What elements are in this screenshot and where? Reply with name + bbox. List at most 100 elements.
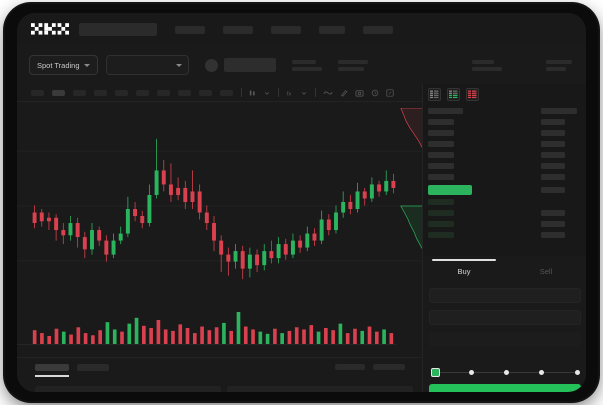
- ob-ask-row-2[interactable]: [428, 130, 454, 136]
- slider-mark-100[interactable]: [575, 369, 580, 375]
- stat-1: [291, 59, 322, 71]
- nav-item-5[interactable]: [363, 25, 393, 34]
- ob-ask-row-6[interactable]: [428, 174, 454, 180]
- price-chart-panel[interactable]: [17, 101, 445, 357]
- slider-handle[interactable]: [431, 368, 440, 377]
- top-navigation-bar: [17, 13, 586, 46]
- nav-item-3[interactable]: [271, 25, 301, 34]
- chevron-down-icon[interactable]: [264, 90, 270, 96]
- ob-bid-qty-2[interactable]: [541, 210, 565, 216]
- ob-mode-asks[interactable]: [466, 88, 479, 101]
- bp-right-tab-1[interactable]: [335, 364, 365, 370]
- stat-2: [337, 59, 368, 71]
- ob-ask-row-3[interactable]: [428, 141, 454, 147]
- search-input[interactable]: [79, 23, 157, 36]
- total-field[interactable]: [429, 332, 581, 347]
- okx-logo[interactable]: [31, 23, 69, 36]
- bp-tab-open-orders[interactable]: [35, 364, 69, 371]
- bp-block-right: [227, 386, 413, 392]
- bp-right-tab-2[interactable]: [373, 364, 405, 370]
- chart-toolbar: fx: [17, 84, 422, 101]
- nav-item-2[interactable]: [223, 25, 253, 34]
- trading-app: Spot Trading: [17, 13, 586, 392]
- indicators-icon[interactable]: fx: [286, 89, 294, 97]
- tf-1w[interactable]: [157, 89, 170, 96]
- stat-4: [545, 59, 572, 71]
- chevron-down-icon: [175, 63, 182, 67]
- ob-ask-qty-4[interactable]: [541, 152, 565, 158]
- slider-mark-25[interactable]: [469, 369, 474, 375]
- submit-buy-button[interactable]: [429, 384, 581, 392]
- toolbar-divider: [315, 88, 316, 97]
- device-frame: Spot Trading: [5, 4, 598, 401]
- slider-mark-50[interactable]: [504, 369, 509, 375]
- toolbar-divider: [241, 88, 242, 97]
- market-type-label: Spot Trading: [37, 60, 80, 70]
- tab-sell[interactable]: Sell: [539, 267, 553, 276]
- tf-4h[interactable]: [115, 89, 128, 96]
- amount-slider[interactable]: [431, 368, 581, 377]
- toolbar-divider: [278, 88, 279, 97]
- ob-ask-qty-5[interactable]: [541, 163, 565, 169]
- coin-avatar: [204, 58, 218, 72]
- trading-pair-dropdown[interactable]: [105, 55, 189, 75]
- buy-sell-tabs: Buy Sell: [423, 262, 586, 282]
- pencil-icon[interactable]: [340, 89, 348, 97]
- buy-sell-active-indicator: [432, 259, 496, 261]
- ob-ask-qty-2[interactable]: [541, 130, 565, 136]
- orderbook-view-modes: [428, 88, 479, 101]
- price-field[interactable]: [429, 288, 581, 303]
- orderbook[interactable]: [423, 106, 586, 254]
- ob-ask-qty-1[interactable]: [541, 119, 565, 125]
- ob-bid-qty-3[interactable]: [541, 221, 565, 227]
- ob-header-price[interactable]: [428, 108, 463, 114]
- trade-form: Buy Sell: [423, 256, 586, 392]
- ob-ask-row-1[interactable]: [428, 119, 454, 125]
- line-tool-icon[interactable]: [323, 89, 333, 97]
- orders-panel: [17, 357, 422, 392]
- amount-field[interactable]: [429, 310, 581, 325]
- camera-icon[interactable]: [355, 89, 364, 97]
- tf-15m[interactable]: [73, 89, 86, 96]
- ob-bid-row-1[interactable]: [428, 199, 454, 205]
- chevron-down-icon[interactable]: [301, 90, 307, 96]
- volume-histogram: [17, 312, 397, 345]
- ob-bid-qty-4[interactable]: [541, 232, 565, 238]
- market-subheader: Spot Trading: [17, 46, 586, 84]
- nav-item-4[interactable]: [319, 25, 345, 34]
- ob-mode-bids[interactable]: [447, 88, 460, 101]
- ob-bid-row-3[interactable]: [428, 221, 454, 227]
- tf-more[interactable]: [199, 89, 212, 96]
- ob-spread-qty[interactable]: [541, 187, 565, 193]
- orderbook-trade-column: Buy Sell: [422, 84, 586, 392]
- tf-1mo[interactable]: [178, 89, 191, 96]
- market-type-dropdown[interactable]: Spot Trading: [29, 55, 98, 75]
- ob-ask-row-4[interactable]: [428, 152, 454, 158]
- slider-mark-75[interactable]: [539, 369, 544, 375]
- candlestick-chart[interactable]: [17, 108, 422, 304]
- clock-icon[interactable]: [371, 89, 379, 97]
- ob-mode-both[interactable]: [428, 88, 441, 101]
- ob-header-qty[interactable]: [541, 108, 577, 114]
- fullscreen-icon[interactable]: [386, 88, 394, 97]
- tf-1h[interactable]: [94, 89, 107, 96]
- ob-ask-qty-3[interactable]: [541, 141, 565, 147]
- svg-text:fx: fx: [287, 91, 292, 97]
- ticker-price: [223, 58, 276, 72]
- ob-ask-qty-6[interactable]: [541, 174, 565, 180]
- tf-5m[interactable]: [52, 89, 65, 96]
- bp-tab-order-history[interactable]: [77, 364, 109, 371]
- candles-icon[interactable]: [249, 89, 257, 97]
- ob-bid-row-2[interactable]: [428, 210, 454, 216]
- ob-spread-row: [428, 185, 472, 195]
- chevron-down-icon: [83, 63, 90, 67]
- tf-1d[interactable]: [136, 89, 149, 96]
- bp-tab-active-indicator: [35, 375, 69, 377]
- bp-block-left: [35, 386, 221, 392]
- nav-item-1[interactable]: [175, 25, 205, 34]
- ob-bid-row-4[interactable]: [428, 232, 454, 238]
- ob-ask-row-5[interactable]: [428, 163, 454, 169]
- tf-1m[interactable]: [31, 89, 44, 96]
- tab-buy[interactable]: Buy: [457, 267, 471, 276]
- tf-custom[interactable]: [220, 89, 233, 96]
